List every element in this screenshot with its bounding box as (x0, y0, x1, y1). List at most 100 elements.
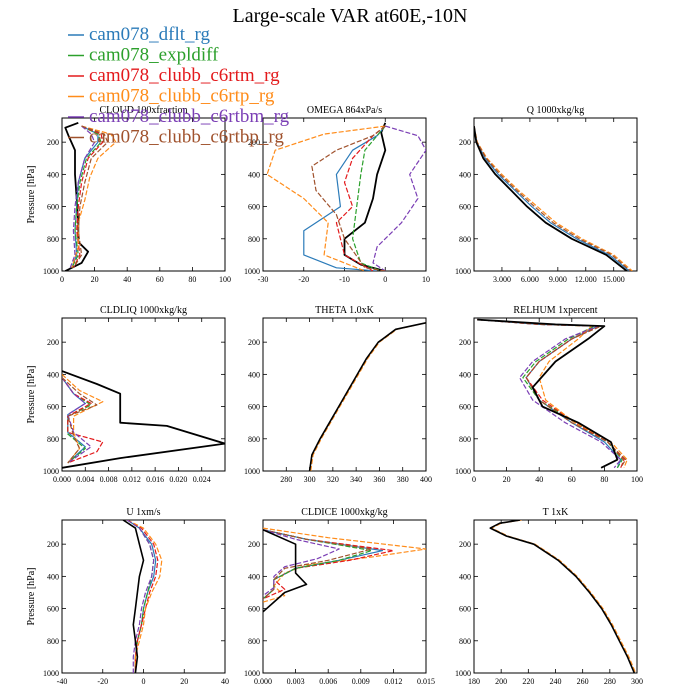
x-tick-label: 320 (327, 475, 339, 484)
y-tick-label: 800 (47, 235, 59, 244)
plot-frame (262, 317, 427, 472)
y-tick-label: 200 (47, 338, 59, 347)
series-line-c6rtbm (69, 125, 96, 269)
series-line-c6rtbm (263, 529, 340, 597)
series-line-c6rtp (71, 125, 117, 268)
y-tick-label: 600 (459, 605, 471, 614)
series-line-c6rtm (126, 520, 159, 673)
panel-1: CLOUD 100xfraction2004006008001000Pressu… (26, 105, 231, 284)
series-line-c6rtbm (477, 319, 622, 469)
y-axis-label: Pressure [hPa] (26, 165, 37, 223)
y-tick-label: 200 (47, 540, 59, 549)
x-tick-label: 9.000 (549, 275, 567, 284)
plot-frame (61, 117, 226, 272)
series-group (474, 125, 633, 271)
y-tick-label: 400 (248, 370, 260, 379)
series-line-c6rtbp (263, 529, 373, 600)
panel-5: THETA 1.0xK 200 400 600 800 1000 280 300 320 340 3… (244, 305, 432, 484)
y-tick-label: 800 (248, 637, 260, 646)
x-tick-label: 0.020 (169, 475, 187, 484)
x-tick-label: -40 (57, 677, 68, 686)
x-tick-label: 0.004 (76, 475, 94, 484)
series-line-c6rtp (126, 520, 163, 673)
x-tick-label: 340 (350, 475, 362, 484)
series-line-c6rtp (263, 527, 426, 603)
series-line-c6rtbp (474, 125, 631, 271)
panel-title: Q 1000xkg/kg (527, 105, 585, 116)
x-tick-label: 40 (221, 677, 229, 686)
y-tick-label: 200 (248, 138, 260, 147)
series-line-c6rtp (474, 125, 633, 271)
legend-label: cam078_clubb_c6rtp_rg (89, 86, 275, 107)
y-tick-label: 600 (248, 605, 260, 614)
x-tick-label: 0.012 (123, 475, 141, 484)
y-tick-label: 400 (459, 170, 471, 179)
x-tick-label: 200 (495, 677, 507, 686)
y-tick-label: 200 (248, 540, 260, 549)
series-line-c6rtbp (62, 377, 98, 464)
y-tick-label: 1000 (43, 467, 59, 476)
plot-frame (473, 317, 638, 472)
y-tick-label: 1000 (244, 669, 260, 678)
series-line-c6rtm (477, 319, 625, 469)
x-tick-label: 40 (535, 475, 543, 484)
y-tick-label: 1000 (455, 467, 471, 476)
series-line-c6rtbp (72, 125, 109, 269)
y-tick-label: 600 (47, 605, 59, 614)
series-line-c6rtm (62, 377, 104, 464)
y-axis-label: Pressure [hPa] (26, 365, 37, 423)
y-tick-label: 800 (248, 235, 260, 244)
x-tick-label: 80 (188, 275, 196, 284)
x-tick-label: 80 (600, 475, 608, 484)
x-tick-label: 0.000 (254, 677, 272, 686)
y-tick-label: 600 (248, 403, 260, 412)
x-tick-label: 0.006 (319, 677, 337, 686)
x-tick-label: 100 (219, 275, 231, 284)
x-tick-label: 0 (142, 677, 146, 686)
panel-2: OMEGA 864xPa/s 200 400 600 800 1000-30 -20 -10 0… (244, 105, 430, 284)
y-tick-label: 400 (459, 370, 471, 379)
series-line-c6rtp (310, 322, 426, 471)
series-group (263, 527, 426, 613)
y-tick-label: 600 (47, 203, 59, 212)
y-tick-label: 800 (459, 637, 471, 646)
plot-frame (262, 519, 427, 674)
legend-label: cam078_clubb_c6rtbp_rg (89, 127, 284, 148)
x-tick-label: 100 (631, 475, 643, 484)
x-tick-label: -20 (97, 677, 108, 686)
x-tick-label: 0.024 (193, 475, 211, 484)
x-tick-label: 3.000 (493, 275, 511, 284)
y-tick-label: 200 (459, 338, 471, 347)
panel-title: OMEGA 864xPa/s (307, 105, 382, 116)
series-group (477, 318, 628, 469)
x-tick-label: 40 (123, 275, 131, 284)
series-line-black (477, 318, 619, 469)
panel-title: U 1xm/s (126, 507, 160, 518)
series-line-dflt (126, 520, 157, 673)
x-tick-label: 6.000 (521, 275, 539, 284)
x-tick-label: 0 (383, 275, 387, 284)
y-axis-label: Pressure [hPa] (26, 567, 37, 625)
series-line-black (474, 125, 628, 271)
x-tick-label: 0.000 (53, 475, 71, 484)
y-tick-label: 600 (459, 203, 471, 212)
y-tick-label: 400 (459, 572, 471, 581)
y-tick-label: 800 (459, 235, 471, 244)
series-group (62, 370, 225, 469)
x-tick-label: 0 (472, 475, 476, 484)
x-tick-label: 280 (604, 677, 616, 686)
series-line-black (122, 520, 145, 673)
x-tick-label: 300 (304, 475, 316, 484)
x-tick-label: 20 (503, 475, 511, 484)
x-tick-label: 10 (422, 275, 430, 284)
x-tick-label: 0.009 (352, 677, 370, 686)
y-tick-label: 800 (47, 637, 59, 646)
y-tick-label: 600 (459, 403, 471, 412)
y-tick-label: 1000 (455, 267, 471, 276)
series-line-c6rtp (62, 373, 104, 464)
panel-3: Q 1000xkg/kg 200 400 600 800 1000 3.000 6.000 9.… (455, 105, 638, 284)
y-tick-label: 200 (459, 138, 471, 147)
